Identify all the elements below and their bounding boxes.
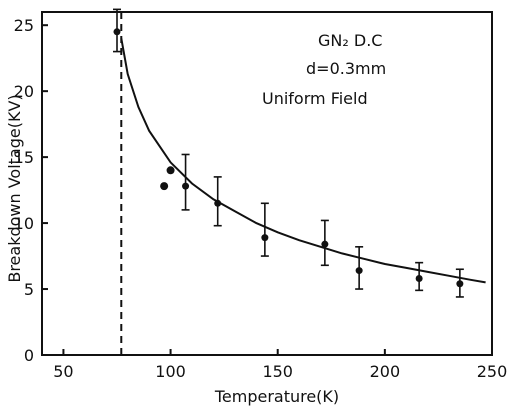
data-point-1 <box>182 182 190 190</box>
x-tick-label-100: 100 <box>155 362 186 381</box>
annotation-medium: GN₂ D.C <box>318 31 382 50</box>
data-marks-layer <box>113 8 464 298</box>
data-point-3 <box>261 234 269 242</box>
data-point-6 <box>415 274 423 282</box>
data-point-0 <box>113 28 121 36</box>
y-tick-label-10: 10 <box>14 214 34 233</box>
y-tick-label-0: 0 <box>24 346 34 365</box>
annotation-field: Uniform Field <box>262 89 368 108</box>
data-point-5 <box>355 267 363 275</box>
annotation-gap: d=0.3mm <box>306 59 386 78</box>
extra-point-1 <box>166 166 175 175</box>
y-tick-label-5: 5 <box>24 280 34 299</box>
fit-curve-layer <box>120 12 486 355</box>
y-tick-label-20: 20 <box>14 82 34 101</box>
axes-layer: 50 100 150 200 250 0 5 10 15 20 25 <box>14 11 508 381</box>
y-axis-label: Breakdown Voltage(KV) <box>5 94 24 282</box>
fit-curve <box>120 38 486 284</box>
y-tick-label-25: 25 <box>14 16 34 35</box>
data-point-7 <box>456 280 464 288</box>
y-tick-label-15: 15 <box>14 148 34 167</box>
plot-frame <box>41 11 493 356</box>
x-axis-label: Temperature(K) <box>214 387 339 406</box>
extra-point-0 <box>160 182 169 191</box>
x-tick-label-200: 200 <box>370 362 401 381</box>
x-tick-label-50: 50 <box>53 362 73 381</box>
x-tick-label-250: 250 <box>477 362 508 381</box>
data-point-2 <box>214 199 222 207</box>
x-tick-label-150: 150 <box>262 362 293 381</box>
data-point-4 <box>321 240 329 248</box>
